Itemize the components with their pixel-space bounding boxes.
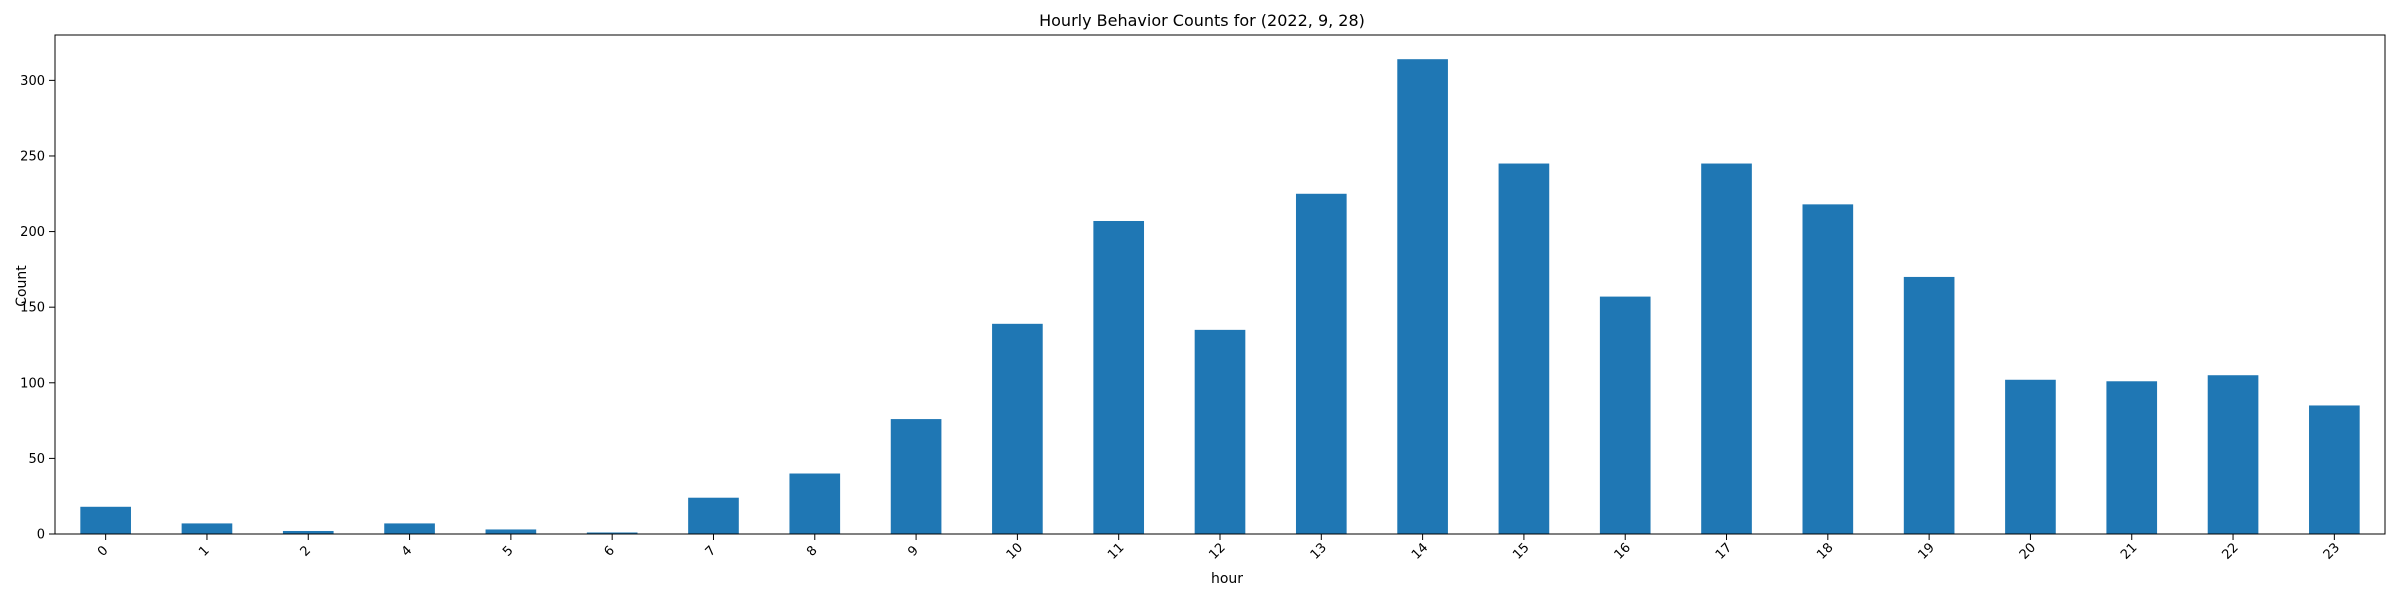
bar-5	[485, 529, 537, 534]
x-axis-label: hour	[1211, 571, 1243, 587]
bar-4	[384, 523, 435, 534]
x-tick-label: 15	[1510, 540, 1532, 562]
bar-10	[992, 323, 1043, 534]
bar-6	[586, 532, 638, 534]
x-tick-label: 18	[1814, 540, 1836, 562]
x-tick-label: 14	[1409, 540, 1431, 562]
bar-17	[1701, 163, 1752, 534]
bar-9	[890, 419, 942, 534]
bar-23	[2309, 405, 2360, 534]
y-tick-label: 250	[20, 149, 45, 164]
bar-8	[789, 473, 841, 534]
x-tick-label: 10	[1004, 540, 1026, 562]
y-axis-label: Count	[14, 265, 30, 307]
x-tick-label: 19	[1916, 540, 1938, 562]
y-tick-label: 300	[20, 74, 45, 89]
bar-20	[2005, 379, 2056, 534]
y-tick-label: 150	[20, 301, 45, 316]
bar-22	[2207, 375, 2259, 534]
x-tick-label: 13	[1308, 540, 1330, 562]
bar-21	[2106, 381, 2158, 534]
x-tick-label: 6	[601, 543, 617, 559]
chart-title: Hourly Behavior Counts for (2022, 9, 28)	[1039, 11, 1365, 30]
x-tick-label: 2	[298, 543, 314, 559]
x-tick-label: 17	[1713, 540, 1735, 562]
x-tick-label: 16	[1612, 540, 1634, 562]
x-tick-label: 8	[804, 543, 820, 559]
x-tick-label: 23	[2321, 540, 2343, 562]
bar-7	[688, 497, 739, 534]
x-tick-label: 11	[1105, 540, 1127, 562]
x-tick-label: 22	[2219, 540, 2241, 562]
x-tick-label: 21	[2118, 540, 2140, 562]
bar-11	[1093, 220, 1145, 534]
x-tick-label: 0	[95, 543, 111, 559]
bar-19	[1903, 276, 1955, 534]
bar-13	[1295, 193, 1347, 535]
x-tick-label: 7	[703, 543, 719, 559]
bars-layer	[80, 59, 2360, 535]
x-tick-label: 5	[500, 543, 516, 559]
y-tick-label: 0	[37, 528, 45, 543]
x-tick-label: 9	[905, 543, 921, 559]
bar-0	[80, 506, 131, 534]
bar-14	[1397, 59, 1448, 534]
x-tick-label: 4	[399, 543, 415, 559]
bar-18	[1802, 204, 1854, 534]
x-tick-label: 20	[2017, 540, 2039, 562]
y-tick-label: 200	[20, 225, 45, 240]
bar-1	[181, 523, 233, 534]
bar-15	[1498, 163, 1550, 534]
bar-16	[1599, 296, 1651, 534]
x-tick-label: 12	[1206, 540, 1228, 562]
y-tick-label: 50	[28, 452, 45, 467]
x-tick-label: 1	[196, 543, 212, 559]
bar-2	[282, 530, 334, 534]
bar-12	[1194, 329, 1246, 534]
y-tick-label: 100	[20, 376, 45, 391]
